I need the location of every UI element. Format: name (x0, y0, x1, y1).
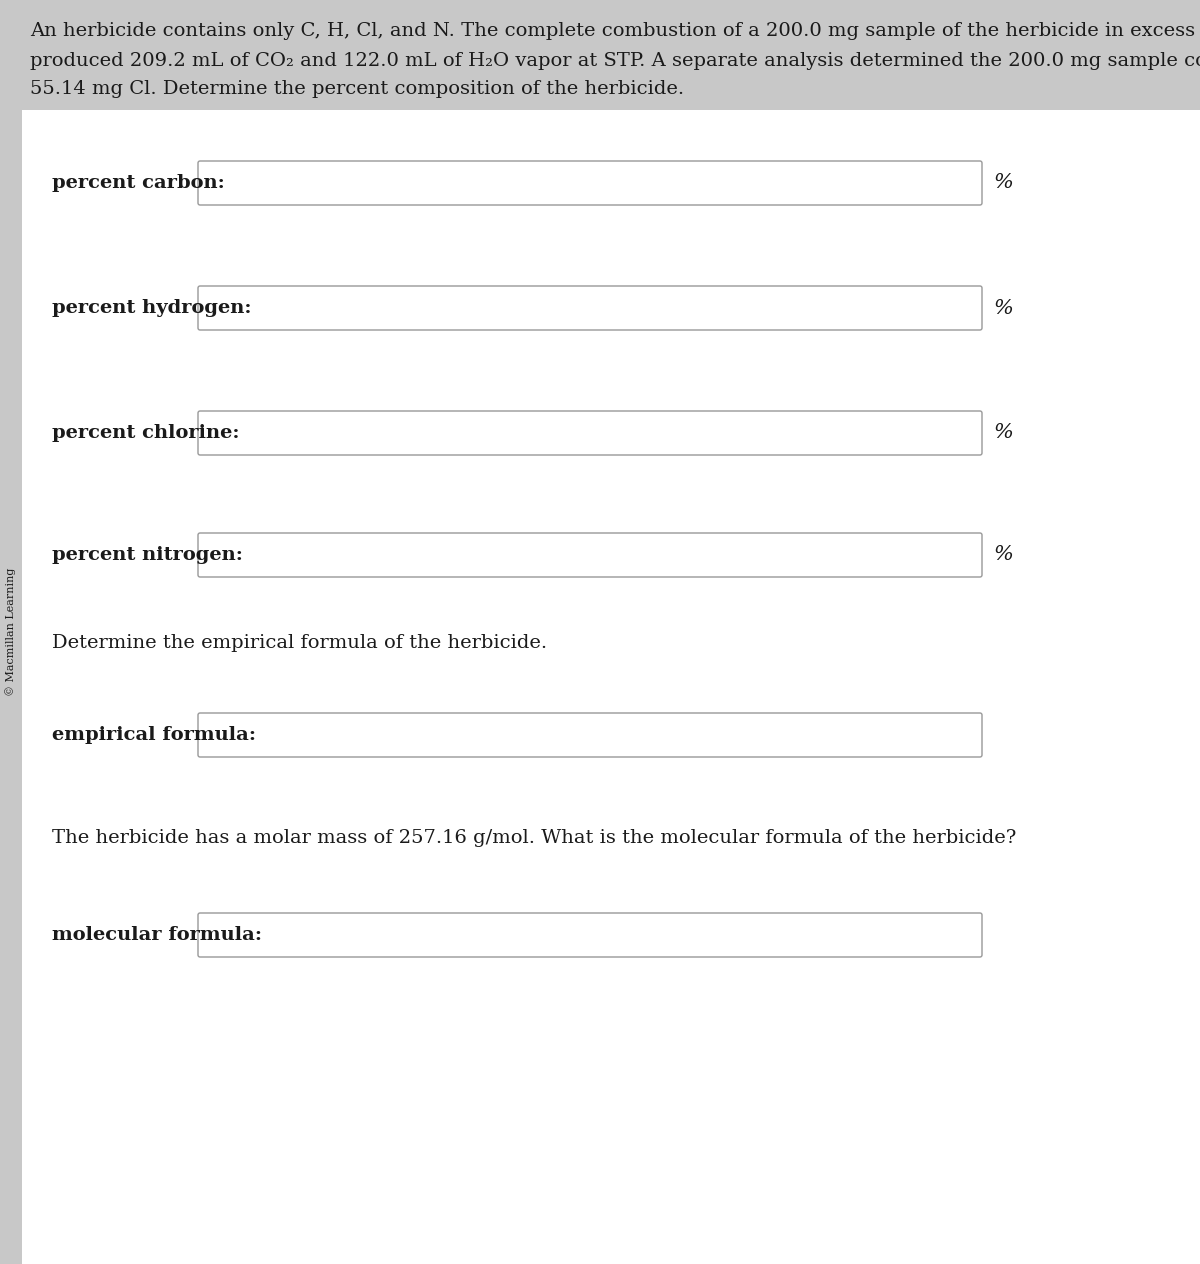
Text: molecular formula:: molecular formula: (52, 927, 262, 944)
Text: %: % (994, 423, 1013, 442)
Text: 55.14 mg Cl. Determine the percent composition of the herbicide.: 55.14 mg Cl. Determine the percent compo… (30, 80, 684, 99)
FancyBboxPatch shape (198, 286, 982, 330)
FancyBboxPatch shape (198, 161, 982, 205)
Text: %: % (994, 173, 1013, 192)
FancyBboxPatch shape (198, 411, 982, 455)
Bar (22, 0, 1200, 110)
Text: percent hydrogen:: percent hydrogen: (52, 300, 252, 317)
Text: empirical formula:: empirical formula: (52, 726, 256, 744)
Text: Determine the empirical formula of the herbicide.: Determine the empirical formula of the h… (52, 635, 547, 652)
Text: percent chlorine:: percent chlorine: (52, 423, 240, 442)
Text: percent nitrogen:: percent nitrogen: (52, 546, 242, 564)
Text: The herbicide has a molar mass of 257.16 g/mol. What is the molecular formula of: The herbicide has a molar mass of 257.16… (52, 829, 1016, 847)
Bar (0, 0, 22, 1264)
Text: © Macmillan Learning: © Macmillan Learning (6, 568, 17, 696)
Text: %: % (994, 298, 1013, 317)
Text: %: % (994, 546, 1013, 565)
FancyBboxPatch shape (198, 713, 982, 757)
FancyBboxPatch shape (198, 913, 982, 957)
Text: An herbicide contains only C, H, Cl, and N. The complete combustion of a 200.0 m: An herbicide contains only C, H, Cl, and… (30, 21, 1200, 40)
FancyBboxPatch shape (198, 533, 982, 576)
Text: produced 209.2 mL of CO₂ and 122.0 mL of H₂O vapor at STP. A separate analysis d: produced 209.2 mL of CO₂ and 122.0 mL of… (30, 52, 1200, 70)
Text: percent carbon:: percent carbon: (52, 174, 224, 192)
